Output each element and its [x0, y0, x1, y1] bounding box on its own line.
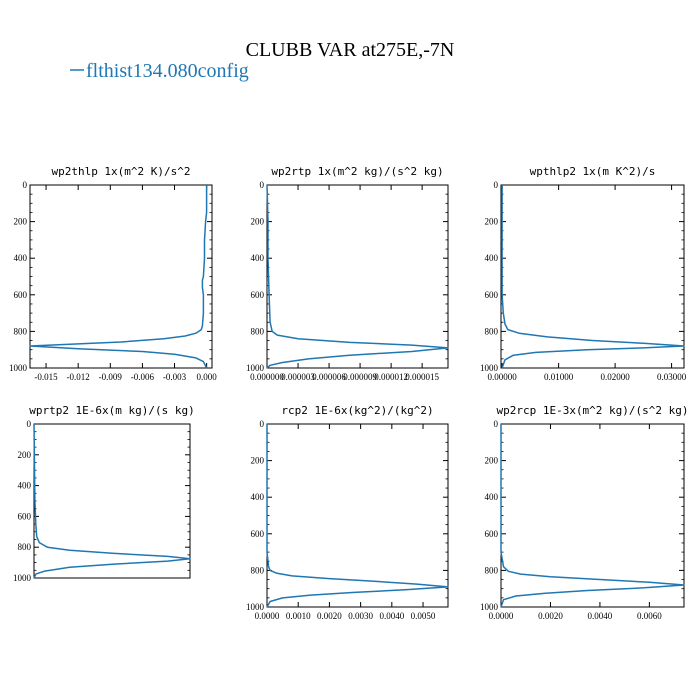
y-tick-label: 800	[14, 326, 28, 336]
plot-frame	[33, 423, 191, 579]
y-tick-label: 400	[485, 253, 499, 263]
x-tick-label: 0.0040	[588, 611, 613, 621]
y-tick-label: 1000	[9, 363, 28, 373]
x-tick-label: 0.0020	[317, 611, 342, 621]
y-tick-label: 600	[485, 529, 499, 539]
y-tick-label: 400	[14, 253, 28, 263]
x-tick-label: 0.0010	[286, 611, 311, 621]
series-line	[33, 423, 191, 579]
y-tick-label: 600	[14, 290, 28, 300]
chart-panel-3: wpthlp2 1x(m K^2)/s 0 200 400 600 800 10000.00…	[480, 165, 687, 382]
panel-title: wpthlp2 1x(m K^2)/s	[530, 165, 656, 178]
x-tick-label: -0.015	[34, 372, 58, 382]
x-tick-label: 0.0020	[538, 611, 563, 621]
x-tick-label: -0.006	[131, 372, 155, 382]
y-tick-label: 0	[23, 180, 28, 190]
y-tick-label: 0	[260, 180, 265, 190]
y-tick-label: 800	[251, 565, 265, 575]
y-tick-label: 0	[260, 419, 265, 429]
x-tick-label: 0.01000	[544, 372, 574, 382]
y-tick-label: 800	[485, 326, 499, 336]
x-tick-label: 0.00000	[488, 372, 518, 382]
y-tick-label: 1000	[246, 602, 265, 612]
figure-title: CLUBB VAR at275E,-7N	[246, 39, 455, 61]
y-tick-label: 800	[251, 326, 265, 336]
y-tick-label: 400	[251, 492, 265, 502]
y-tick-label: 1000	[246, 363, 265, 373]
y-tick-label: 200	[485, 456, 499, 466]
y-tick-label: 600	[251, 290, 265, 300]
y-tick-label: 200	[251, 456, 265, 466]
y-tick-label: 600	[485, 290, 499, 300]
x-tick-label: 0.0050	[411, 611, 436, 621]
series-line	[501, 185, 685, 369]
y-tick-label: 1000	[13, 573, 32, 583]
x-tick-label: -0.012	[67, 372, 90, 382]
plot-frame	[266, 184, 449, 369]
y-tick-label: 200	[14, 217, 28, 227]
chart-panel-6: wp2rcp 1E-3x(m^2 kg)/(s^2 kg) 0 200 400 600 8…	[480, 404, 689, 621]
y-tick-label: 600	[251, 529, 265, 539]
x-tick-label: -0.003	[163, 372, 187, 382]
chart-panel-1: wp2thlp 1x(m^2 K)/s^2 0 200 400 600 800 1000 -0…	[9, 165, 217, 382]
panel-grid: wp2thlp 1x(m^2 K)/s^2 0 200 400 600 800 1000 -0…	[9, 165, 689, 621]
y-tick-label: 0	[494, 180, 499, 190]
x-tick-label: -0.009	[99, 372, 123, 382]
chart-panel-4: wprtp2 1E-6x(m kg)/(s kg) 0 200 400 600 800 10…	[13, 404, 195, 583]
x-tick-label: 0.0040	[379, 611, 404, 621]
y-tick-label: 400	[18, 481, 32, 491]
y-tick-label: 800	[18, 542, 32, 552]
x-tick-label: 0.000012	[374, 372, 408, 382]
x-tick-label: 0.03000	[657, 372, 687, 382]
y-tick-label: 800	[485, 565, 499, 575]
panel-title: wp2rcp 1E-3x(m^2 kg)/(s^2 kg)	[496, 404, 688, 417]
x-tick-label: 0.000006	[312, 372, 346, 382]
x-tick-label: 0.0000	[489, 611, 514, 621]
panel-title: wprtp2 1E-6x(m kg)/(s kg)	[29, 404, 195, 417]
x-tick-label: 0.000015	[405, 372, 439, 382]
x-tick-label: 0.02000	[600, 372, 630, 382]
x-tick-label: 0.0030	[348, 611, 373, 621]
x-tick-label: 0.000009	[343, 372, 377, 382]
y-tick-label: 0	[494, 419, 499, 429]
y-tick-label: 1000	[480, 363, 499, 373]
y-tick-label: 0	[27, 419, 32, 429]
chart-panel-5: rcp2 1E-6x(kg^2)/(kg^2) 0 200 400 600 800 1000…	[246, 404, 449, 621]
x-tick-label: 0.000003	[281, 372, 315, 382]
y-tick-label: 200	[18, 450, 32, 460]
y-tick-label: 400	[251, 253, 265, 263]
panel-title: rcp2 1E-6x(kg^2)/(kg^2)	[281, 404, 433, 417]
x-tick-label: 0.000000	[250, 372, 284, 382]
series-line	[266, 424, 449, 608]
y-tick-label: 400	[485, 492, 499, 502]
legend-label: flthist134.080config	[86, 60, 249, 82]
plot-frame	[29, 184, 213, 369]
y-tick-label: 1000	[480, 602, 499, 612]
x-tick-label: 0.0000	[255, 611, 280, 621]
series-line	[29, 185, 208, 369]
chart-panel-2: wp2rtp 1x(m^2 kg)/(s^2 kg) 0 200 400 600 800 1…	[246, 165, 449, 382]
y-tick-label: 200	[251, 217, 265, 227]
y-tick-label: 600	[18, 511, 32, 521]
panel-title: wp2thlp 1x(m^2 K)/s^2	[51, 165, 190, 178]
panel-title: wp2rtp 1x(m^2 kg)/(s^2 kg)	[271, 165, 443, 178]
x-tick-label: 0.0060	[637, 611, 662, 621]
series-line	[266, 184, 449, 369]
x-tick-label: 0.000	[197, 372, 218, 382]
y-tick-label: 200	[485, 217, 499, 227]
series-line	[500, 424, 685, 608]
